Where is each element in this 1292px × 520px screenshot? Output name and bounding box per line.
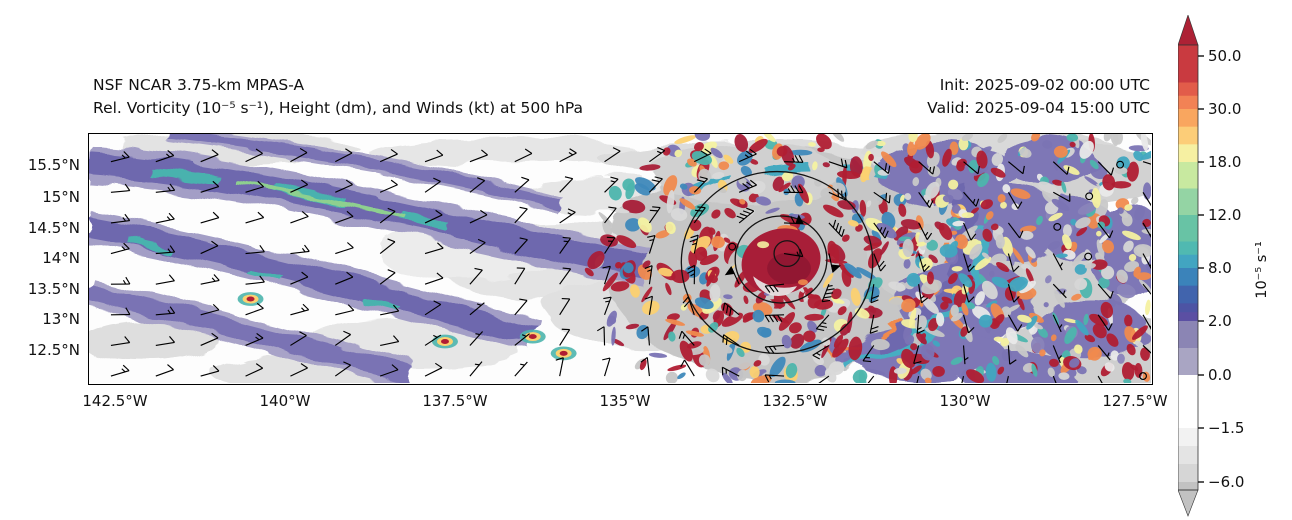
- y-tick-label: 14.5°N: [27, 219, 80, 237]
- x-tick-label: 127.5°W: [1102, 392, 1168, 410]
- calm-wind-circle: [1085, 192, 1094, 201]
- calm-wind-circle: [1053, 222, 1062, 231]
- calm-wind-circle: [728, 242, 737, 251]
- colorbar-tick-label: 50.0: [1208, 47, 1242, 65]
- colorbar-tick-label: 8.0: [1208, 259, 1232, 277]
- colorbar-tick-label: 30.0: [1208, 100, 1242, 118]
- colorbar-label: 10⁻⁵ s⁻¹: [1254, 241, 1270, 299]
- wind-barbs: [110, 146, 1151, 383]
- x-tick-label: 137.5°W: [422, 392, 488, 410]
- colorbar-tick-label: 12.0: [1208, 206, 1242, 224]
- colorbar-tick-label: 18.0: [1208, 153, 1242, 171]
- x-tick-label: 135°W: [599, 392, 651, 410]
- colorbar-tick-label: −1.5: [1208, 419, 1245, 437]
- x-tick-label: 140°W: [259, 392, 311, 410]
- colorbar-tick-label: 2.0: [1208, 312, 1232, 330]
- x-tick-label: 132.5°W: [762, 392, 828, 410]
- title-block: NSF NCAR 3.75-km MPAS-A Rel. Vorticity (…: [93, 74, 583, 120]
- y-tick-label: 15.5°N: [27, 156, 80, 174]
- y-tick-label: 13°N: [42, 310, 80, 328]
- figure-subtitle: Rel. Vorticity (10⁻⁵ s⁻¹), Height (dm), …: [93, 99, 584, 117]
- y-tick-label: 12.5°N: [27, 341, 80, 359]
- cyclone-core: [741, 228, 821, 296]
- calm-wind-circle: [1084, 252, 1093, 261]
- x-tick-label: 142.5°W: [82, 392, 148, 410]
- y-tick-label: 15°N: [42, 188, 80, 206]
- colorbar: [1177, 14, 1212, 520]
- calm-wind-circle: [1116, 160, 1125, 169]
- time-block: Init: 2025-09-02 00:00 UTC Valid: 2025-0…: [927, 74, 1150, 120]
- colorbar-tick-label: −6.0: [1208, 473, 1245, 491]
- vorticity-field: [89, 134, 1151, 383]
- y-tick-label: 14°N: [42, 249, 80, 267]
- map-plot: [88, 133, 1153, 385]
- figure-title: NSF NCAR 3.75-km MPAS-A: [93, 76, 305, 94]
- height-contours: [680, 170, 874, 354]
- x-tick-label: 130°W: [939, 392, 991, 410]
- valid-time: Valid: 2025-09-04 15:00 UTC: [927, 99, 1150, 117]
- y-tick-label: 13.5°N: [27, 280, 80, 298]
- init-time: Init: 2025-09-02 00:00 UTC: [939, 76, 1150, 94]
- colorbar-tick-label: 0.0: [1208, 366, 1232, 384]
